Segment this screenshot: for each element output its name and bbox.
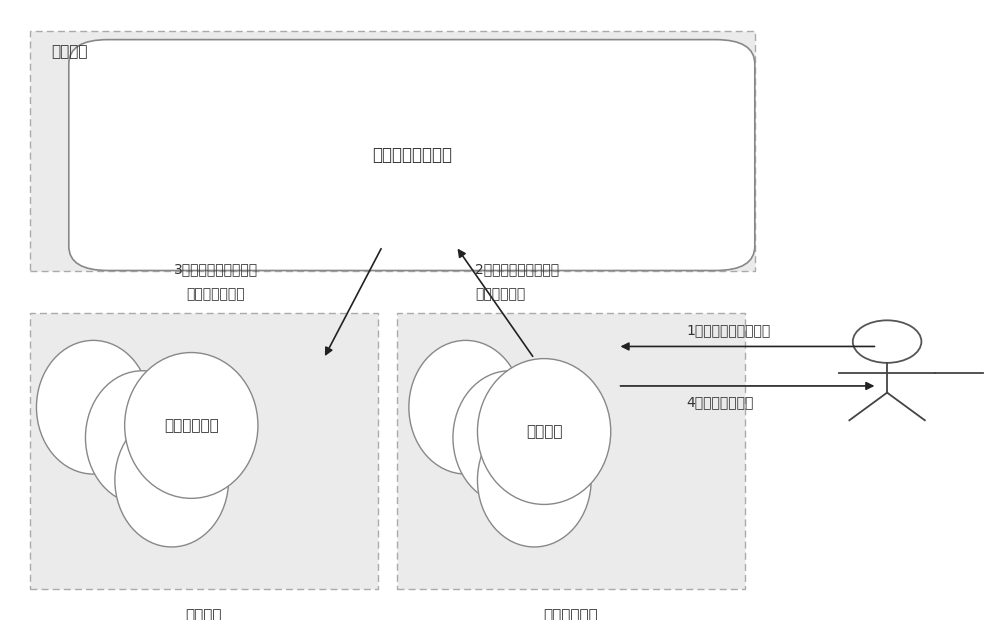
Text: 分布式列式数据库: 分布式列式数据库: [372, 146, 452, 164]
FancyBboxPatch shape: [397, 313, 745, 590]
Text: 4、返回查询结果: 4、返回查询结果: [686, 395, 754, 409]
FancyBboxPatch shape: [69, 40, 755, 270]
Text: 回过滤后的记录: 回过滤后的记录: [186, 287, 245, 301]
Text: 范围查询请求: 范围查询请求: [476, 287, 526, 301]
Ellipse shape: [36, 340, 150, 474]
Ellipse shape: [409, 340, 523, 474]
Ellipse shape: [477, 358, 611, 505]
Text: 3、扫描行键范围，返: 3、扫描行键范围，返: [174, 263, 258, 277]
Text: 数据采集: 数据采集: [185, 608, 222, 620]
Ellipse shape: [477, 414, 591, 547]
Ellipse shape: [115, 414, 229, 547]
Text: 数据采集代理: 数据采集代理: [164, 418, 219, 433]
Ellipse shape: [453, 371, 567, 505]
Ellipse shape: [125, 353, 258, 498]
Text: 1、用户指定查询参数: 1、用户指定查询参数: [686, 324, 770, 337]
Text: 服务进程: 服务进程: [526, 424, 562, 439]
Text: 时序数据服务: 时序数据服务: [544, 608, 598, 620]
Ellipse shape: [85, 371, 199, 505]
FancyBboxPatch shape: [30, 30, 755, 270]
Text: 数据存储: 数据存储: [51, 44, 88, 59]
FancyBboxPatch shape: [30, 313, 378, 590]
Text: 2、构造过滤器，提交: 2、构造过滤器，提交: [476, 263, 560, 277]
